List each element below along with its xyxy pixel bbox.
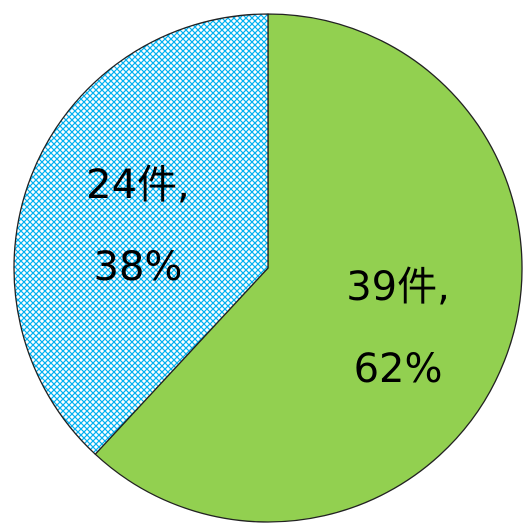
data-label: 62% (354, 346, 443, 392)
data-label: 24件, (86, 162, 190, 208)
pie-slice (94, 13, 523, 523)
data-label: 39件, (346, 264, 450, 310)
data-label: 38% (94, 244, 183, 290)
pie-slice (13, 13, 269, 456)
